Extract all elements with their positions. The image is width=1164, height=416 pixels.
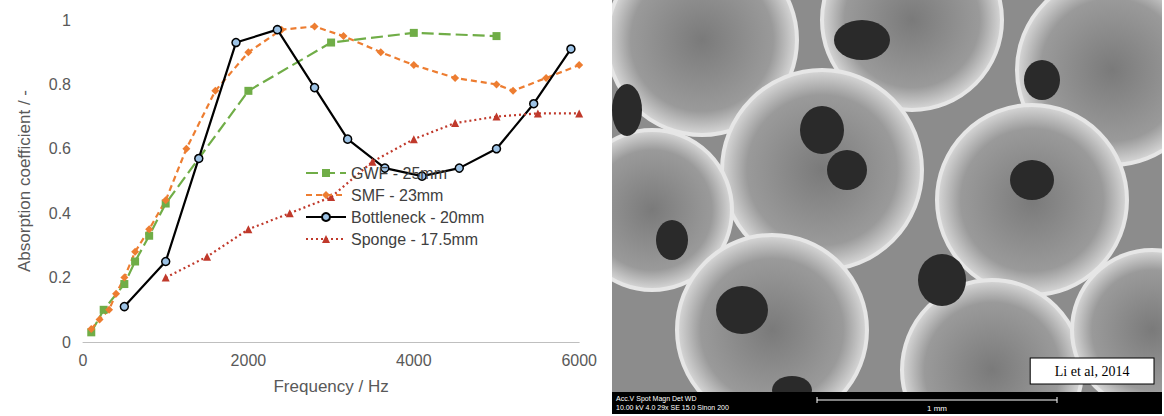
svg-text:1 mm: 1 mm: [927, 404, 947, 413]
svg-text:Frequency / Hz: Frequency / Hz: [273, 377, 388, 396]
svg-text:4000: 4000: [396, 352, 432, 369]
svg-text:Bottleneck - 20mm: Bottleneck - 20mm: [351, 209, 484, 226]
svg-text:Sponge - 17.5mm: Sponge - 17.5mm: [351, 231, 478, 248]
svg-text:0: 0: [79, 352, 88, 369]
svg-text:SMF - 23mm: SMF - 23mm: [351, 187, 443, 204]
svg-text:Li et al, 2014: Li et al, 2014: [1055, 364, 1130, 379]
svg-text:GWF - 25mm: GWF - 25mm: [351, 165, 447, 182]
svg-text:1: 1: [62, 12, 71, 29]
svg-text:0.4: 0.4: [49, 205, 71, 222]
svg-text:0.6: 0.6: [49, 140, 71, 157]
svg-text:0.8: 0.8: [49, 76, 71, 93]
svg-text:6000: 6000: [561, 352, 597, 369]
svg-text:0: 0: [62, 334, 71, 351]
svg-text:0.2: 0.2: [49, 269, 71, 286]
svg-text:2000: 2000: [231, 352, 267, 369]
svg-text:10.00 kV 4.0 29x SE 15.0 Sinon: 10.00 kV 4.0 29x SE 15.0 Sinon 200: [616, 404, 729, 411]
svg-text:Absorption coefficient / -: Absorption coefficient / -: [15, 90, 34, 272]
svg-text:Acc.V Spot Magn Det WD: Acc.V Spot Magn Det WD: [616, 395, 697, 403]
